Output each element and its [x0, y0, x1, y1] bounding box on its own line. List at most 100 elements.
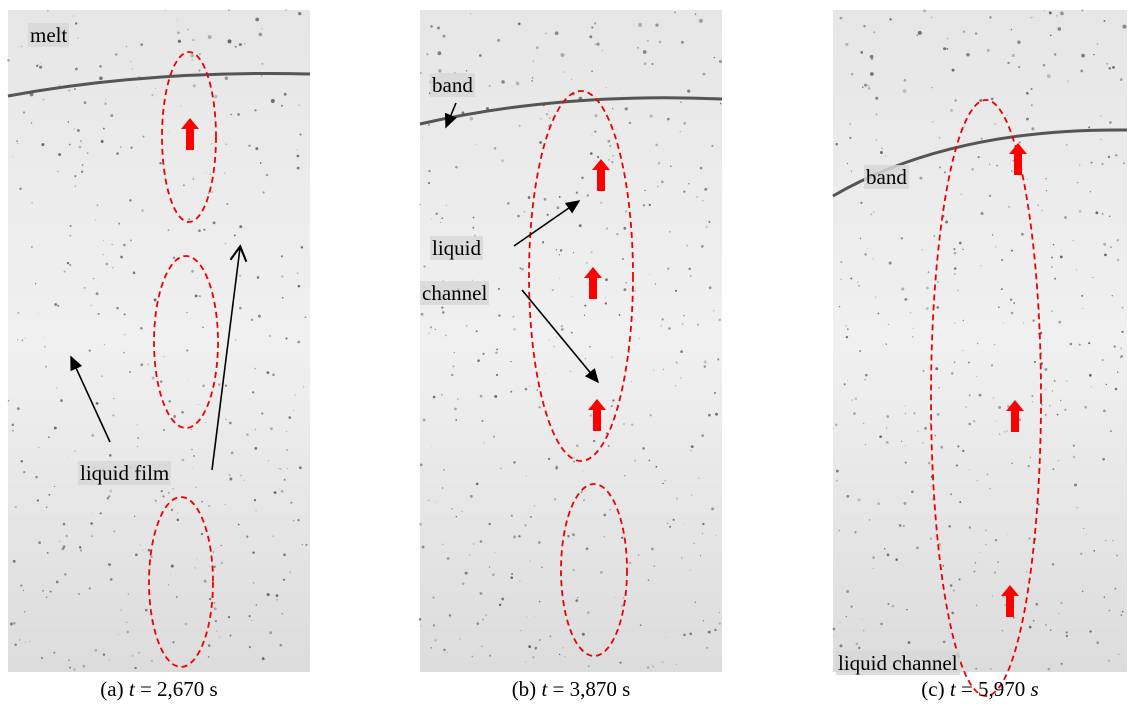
speckle — [534, 615, 536, 617]
speckle — [147, 548, 151, 552]
speckle — [986, 48, 990, 52]
speckle — [976, 479, 979, 482]
speckle — [623, 226, 627, 230]
speckle — [538, 541, 541, 544]
speckle — [246, 535, 249, 538]
speckle — [298, 104, 300, 106]
speckle — [975, 667, 977, 670]
speckle — [1056, 413, 1059, 416]
speckle — [935, 367, 939, 371]
speckle — [1104, 539, 1107, 542]
speckle — [952, 589, 955, 592]
speckle — [1032, 619, 1035, 622]
speckle — [543, 197, 547, 201]
speckle — [1001, 629, 1004, 632]
speckle — [1116, 239, 1119, 242]
speckle — [523, 210, 526, 213]
speckle — [1083, 527, 1085, 530]
speckle — [1050, 256, 1053, 259]
speckle — [879, 435, 882, 439]
speckle — [630, 381, 632, 383]
speckle — [176, 595, 178, 597]
speckle — [977, 156, 980, 159]
speckle — [968, 526, 971, 529]
speckle — [1031, 104, 1033, 106]
speckle — [1065, 380, 1068, 382]
speckle — [101, 375, 103, 377]
speckle — [689, 274, 692, 277]
label: channel — [420, 281, 490, 305]
speckle — [261, 412, 264, 415]
speckle — [1058, 612, 1060, 614]
speckle — [30, 122, 33, 124]
speckle — [1031, 401, 1033, 403]
speckle — [280, 255, 284, 258]
speckle — [973, 570, 976, 573]
speckle — [859, 349, 862, 353]
speckle — [1109, 215, 1111, 217]
speckle — [949, 584, 953, 587]
speckle — [208, 597, 212, 601]
speckles — [7, 9, 1127, 671]
speckle — [49, 590, 52, 593]
speckle — [707, 630, 711, 634]
speckle — [680, 40, 684, 44]
speckle — [668, 327, 671, 330]
speckle — [618, 314, 621, 316]
speckle — [715, 412, 718, 416]
speckle — [702, 199, 704, 202]
speckle — [605, 227, 609, 230]
speckle — [469, 494, 473, 498]
speckle — [66, 267, 68, 269]
speckle — [144, 608, 148, 612]
speckle — [180, 105, 182, 107]
speckle — [511, 573, 513, 575]
speckle — [959, 501, 962, 504]
speckle — [1028, 537, 1031, 540]
speckle — [138, 651, 140, 654]
speckle — [54, 303, 58, 306]
speckle — [532, 60, 535, 62]
label: liquid — [430, 236, 484, 260]
speckle — [141, 209, 144, 212]
speckle — [524, 524, 527, 527]
speckle — [714, 628, 717, 632]
speckle — [846, 590, 850, 593]
speckle — [432, 395, 436, 399]
speckle — [643, 62, 647, 65]
speckle — [280, 490, 284, 493]
speckle — [1116, 258, 1120, 262]
speckle — [228, 421, 232, 425]
speckle — [41, 143, 45, 147]
speckle — [968, 469, 970, 471]
speckle — [286, 467, 288, 469]
speckle — [1072, 239, 1074, 242]
speckle — [904, 412, 907, 415]
speckle — [957, 445, 960, 448]
flow-arrow — [181, 118, 199, 150]
speckle — [966, 52, 970, 57]
speckle — [571, 79, 572, 80]
speckle — [886, 415, 890, 418]
speckle — [527, 196, 531, 199]
speckle — [526, 616, 528, 618]
speckle — [962, 449, 965, 453]
speckle — [435, 501, 437, 503]
speckle — [864, 253, 867, 256]
speckle — [1092, 277, 1094, 278]
speckle — [612, 420, 614, 422]
speckle — [968, 422, 972, 426]
speckle — [268, 334, 271, 338]
speckle — [586, 611, 590, 614]
speckle — [560, 328, 564, 331]
speckle — [642, 204, 646, 207]
speckle — [608, 159, 610, 161]
speckle — [229, 634, 232, 637]
speckle — [654, 283, 656, 285]
speckle — [163, 355, 165, 358]
speckle — [946, 37, 949, 40]
speckle — [102, 127, 105, 130]
speckle — [192, 467, 194, 469]
speckle — [1120, 347, 1123, 350]
region — [161, 51, 217, 223]
